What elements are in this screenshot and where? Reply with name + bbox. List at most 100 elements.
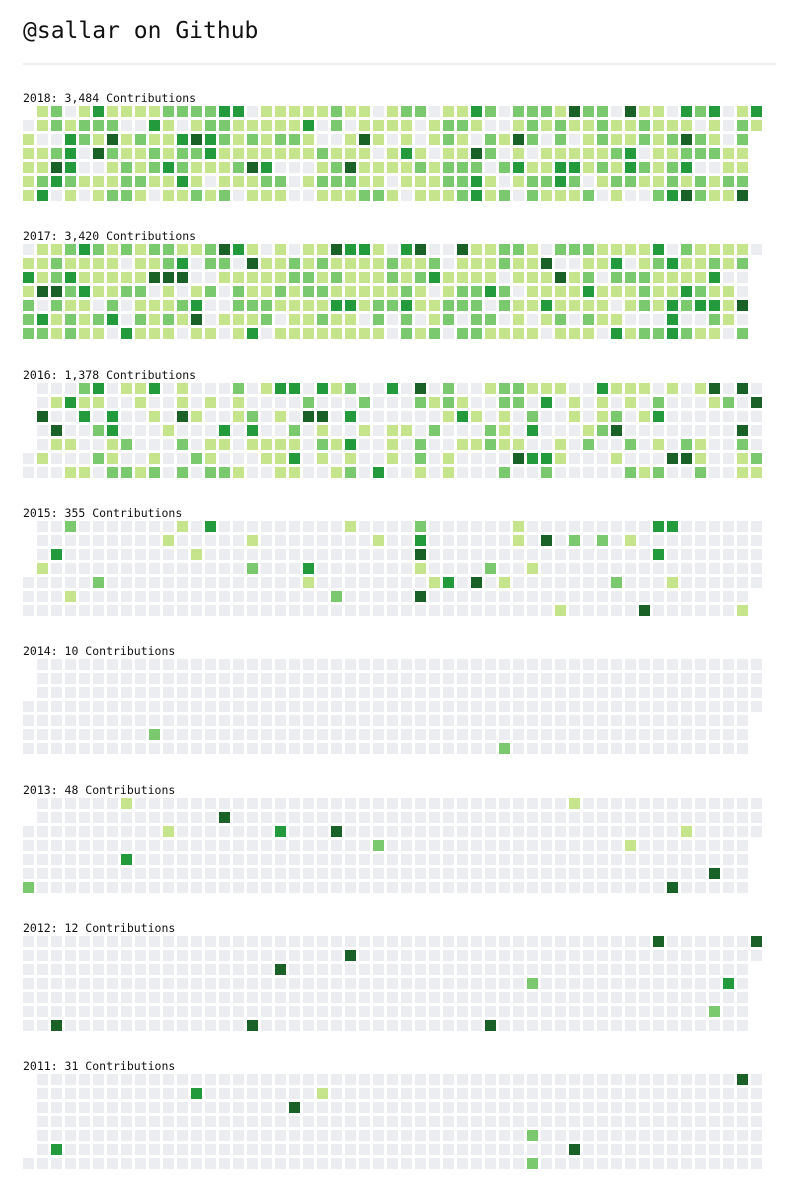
contribution-day-cell[interactable] bbox=[289, 439, 300, 450]
contribution-day-cell[interactable] bbox=[79, 549, 90, 560]
contribution-day-cell[interactable] bbox=[191, 992, 202, 1003]
contribution-day-cell[interactable] bbox=[541, 950, 552, 961]
contribution-day-cell[interactable] bbox=[79, 840, 90, 851]
contribution-day-cell[interactable] bbox=[121, 840, 132, 851]
contribution-day-cell[interactable] bbox=[191, 383, 202, 394]
contribution-day-cell[interactable] bbox=[611, 383, 622, 394]
contribution-day-cell[interactable] bbox=[667, 868, 678, 879]
contribution-day-cell[interactable] bbox=[723, 425, 734, 436]
contribution-day-cell[interactable] bbox=[723, 1116, 734, 1127]
contribution-day-cell[interactable] bbox=[611, 701, 622, 712]
contribution-day-cell[interactable] bbox=[191, 798, 202, 809]
contribution-day-cell[interactable] bbox=[709, 397, 720, 408]
contribution-day-cell[interactable] bbox=[513, 258, 524, 269]
contribution-day-cell[interactable] bbox=[471, 383, 482, 394]
contribution-day-cell[interactable] bbox=[555, 701, 566, 712]
contribution-day-cell[interactable] bbox=[275, 535, 286, 546]
contribution-day-cell[interactable] bbox=[331, 521, 342, 532]
contribution-day-cell[interactable] bbox=[541, 701, 552, 712]
contribution-day-cell[interactable] bbox=[681, 812, 692, 823]
contribution-day-cell[interactable] bbox=[219, 673, 230, 684]
contribution-day-cell[interactable] bbox=[177, 978, 188, 989]
contribution-day-cell[interactable] bbox=[569, 729, 580, 740]
contribution-day-cell[interactable] bbox=[219, 978, 230, 989]
contribution-day-cell[interactable] bbox=[177, 673, 188, 684]
contribution-day-cell[interactable] bbox=[597, 1074, 608, 1085]
contribution-day-cell[interactable] bbox=[191, 605, 202, 616]
contribution-day-cell[interactable] bbox=[191, 244, 202, 255]
contribution-day-cell[interactable] bbox=[65, 950, 76, 961]
contribution-day-cell[interactable] bbox=[37, 549, 48, 560]
contribution-day-cell[interactable] bbox=[135, 521, 146, 532]
contribution-day-cell[interactable] bbox=[79, 715, 90, 726]
contribution-day-cell[interactable] bbox=[23, 826, 34, 837]
contribution-day-cell[interactable] bbox=[65, 605, 76, 616]
contribution-day-cell[interactable] bbox=[387, 1116, 398, 1127]
contribution-day-cell[interactable] bbox=[107, 120, 118, 131]
contribution-day-cell[interactable] bbox=[471, 798, 482, 809]
contribution-day-cell[interactable] bbox=[93, 467, 104, 478]
contribution-day-cell[interactable] bbox=[555, 673, 566, 684]
contribution-day-cell[interactable] bbox=[569, 1088, 580, 1099]
contribution-day-cell[interactable] bbox=[93, 868, 104, 879]
contribution-day-cell[interactable] bbox=[625, 439, 636, 450]
contribution-day-cell[interactable] bbox=[345, 134, 356, 145]
contribution-day-cell[interactable] bbox=[177, 812, 188, 823]
contribution-day-cell[interactable] bbox=[233, 978, 244, 989]
contribution-day-cell[interactable] bbox=[681, 1020, 692, 1031]
contribution-day-cell[interactable] bbox=[247, 300, 258, 311]
contribution-day-cell[interactable] bbox=[597, 1158, 608, 1169]
contribution-day-cell[interactable] bbox=[107, 521, 118, 532]
contribution-day-cell[interactable] bbox=[331, 978, 342, 989]
contribution-day-cell[interactable] bbox=[681, 1116, 692, 1127]
contribution-day-cell[interactable] bbox=[233, 314, 244, 325]
contribution-day-cell[interactable] bbox=[345, 1074, 356, 1085]
contribution-day-cell[interactable] bbox=[51, 591, 62, 602]
contribution-day-cell[interactable] bbox=[163, 591, 174, 602]
contribution-day-cell[interactable] bbox=[681, 659, 692, 670]
contribution-day-cell[interactable] bbox=[723, 840, 734, 851]
contribution-day-cell[interactable] bbox=[625, 176, 636, 187]
contribution-day-cell[interactable] bbox=[387, 605, 398, 616]
contribution-day-cell[interactable] bbox=[233, 798, 244, 809]
contribution-day-cell[interactable] bbox=[457, 535, 468, 546]
contribution-day-cell[interactable] bbox=[597, 950, 608, 961]
contribution-day-cell[interactable] bbox=[443, 577, 454, 588]
contribution-day-cell[interactable] bbox=[289, 314, 300, 325]
contribution-day-cell[interactable] bbox=[289, 425, 300, 436]
contribution-day-cell[interactable] bbox=[317, 328, 328, 339]
contribution-day-cell[interactable] bbox=[23, 467, 34, 478]
contribution-day-cell[interactable] bbox=[611, 176, 622, 187]
contribution-day-cell[interactable] bbox=[303, 840, 314, 851]
contribution-day-cell[interactable] bbox=[317, 812, 328, 823]
contribution-day-cell[interactable] bbox=[499, 1102, 510, 1113]
contribution-day-cell[interactable] bbox=[695, 687, 706, 698]
contribution-day-cell[interactable] bbox=[569, 563, 580, 574]
contribution-day-cell[interactable] bbox=[303, 1088, 314, 1099]
contribution-day-cell[interactable] bbox=[191, 1020, 202, 1031]
contribution-day-cell[interactable] bbox=[723, 549, 734, 560]
contribution-day-cell[interactable] bbox=[121, 812, 132, 823]
contribution-day-cell[interactable] bbox=[541, 840, 552, 851]
contribution-day-cell[interactable] bbox=[443, 120, 454, 131]
contribution-day-cell[interactable] bbox=[429, 1006, 440, 1017]
contribution-day-cell[interactable] bbox=[681, 286, 692, 297]
contribution-day-cell[interactable] bbox=[611, 467, 622, 478]
contribution-day-cell[interactable] bbox=[51, 1074, 62, 1085]
contribution-day-cell[interactable] bbox=[23, 314, 34, 325]
contribution-day-cell[interactable] bbox=[65, 190, 76, 201]
contribution-day-cell[interactable] bbox=[513, 1088, 524, 1099]
contribution-day-cell[interactable] bbox=[485, 659, 496, 670]
contribution-day-cell[interactable] bbox=[219, 826, 230, 837]
contribution-day-cell[interactable] bbox=[527, 425, 538, 436]
contribution-day-cell[interactable] bbox=[247, 729, 258, 740]
contribution-day-cell[interactable] bbox=[499, 134, 510, 145]
contribution-day-cell[interactable] bbox=[737, 258, 748, 269]
contribution-day-cell[interactable] bbox=[387, 868, 398, 879]
contribution-day-cell[interactable] bbox=[709, 148, 720, 159]
contribution-day-cell[interactable] bbox=[219, 659, 230, 670]
contribution-day-cell[interactable] bbox=[205, 1144, 216, 1155]
contribution-day-cell[interactable] bbox=[359, 521, 370, 532]
contribution-day-cell[interactable] bbox=[135, 467, 146, 478]
contribution-day-cell[interactable] bbox=[121, 134, 132, 145]
